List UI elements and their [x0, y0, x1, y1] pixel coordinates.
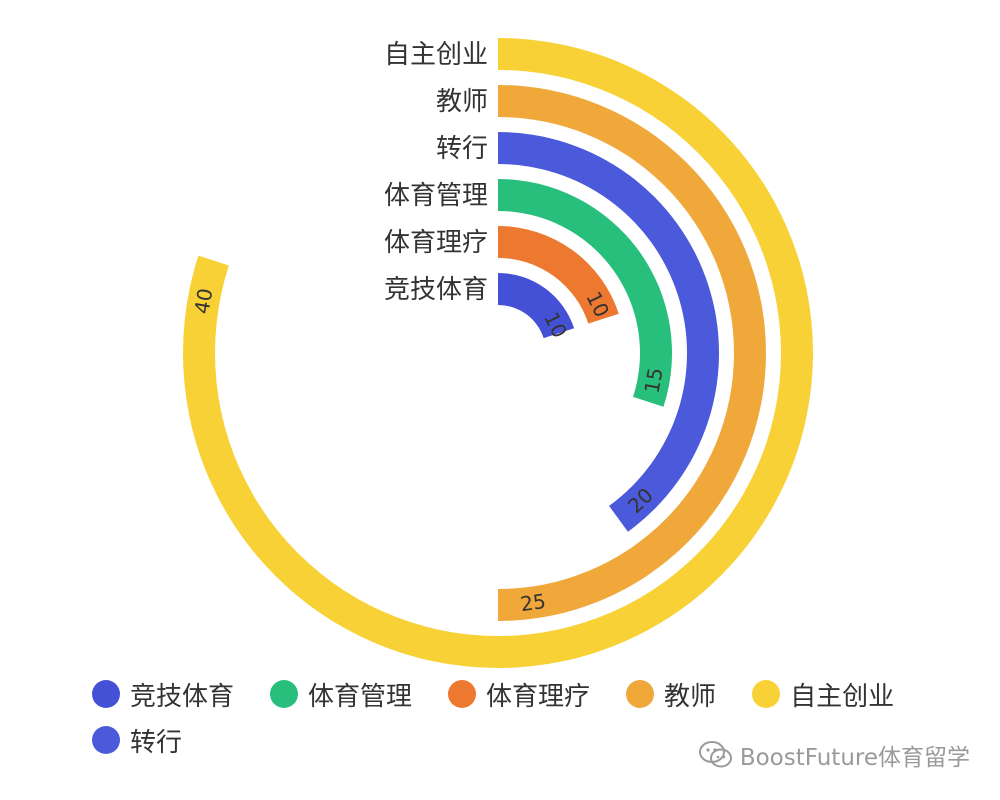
bar-转行 [498, 132, 720, 532]
legend-marker [270, 680, 299, 708]
legend-marker [752, 680, 781, 708]
legend-item[interactable]: 竞技体育 [92, 678, 235, 712]
legend-label: 体育管理 [308, 681, 413, 712]
watermark-text: BoostFuture体育留学 [739, 745, 970, 771]
legend-marker [92, 680, 120, 708]
bar-教师 [498, 85, 766, 621]
legend-item[interactable]: 自主创业 [752, 678, 895, 712]
legend-label: 体育理疗 [486, 681, 591, 712]
legend-item[interactable]: 体育理疗 [448, 678, 591, 712]
bar-体育管理 [498, 179, 672, 407]
legend-marker [448, 680, 477, 708]
category-label: 竞技体育 [384, 275, 488, 305]
legend-label: 竞技体育 [130, 681, 235, 712]
legend-marker [626, 680, 655, 708]
category-label: 转行 [436, 134, 488, 164]
legend-label: 教师 [664, 681, 717, 712]
category-label: 教师 [436, 87, 488, 117]
legend-item[interactable]: 教师 [626, 678, 717, 712]
legend-item[interactable]: 体育管理 [270, 678, 413, 712]
legend-label: 自主创业 [790, 681, 895, 712]
bar-体育理疗 [498, 226, 619, 324]
data-label: 40 [190, 286, 218, 315]
wechat-icon [698, 741, 732, 768]
category-label: 体育理疗 [384, 228, 488, 258]
watermark: BoostFuture体育留学 [698, 738, 970, 772]
legend-item[interactable]: 转行 [92, 724, 183, 758]
bar-竞技体育 [498, 273, 575, 339]
data-label: 25 [519, 589, 548, 616]
legend-label: 转行 [130, 727, 183, 758]
legend: 竞技体育 体育管理 体育理疗 教师 自主创业转行 [92, 678, 952, 758]
category-label: 自主创业 [384, 40, 488, 70]
legend-marker [92, 726, 120, 754]
data-label: 15 [640, 366, 668, 395]
category-label: 体育管理 [384, 181, 488, 211]
